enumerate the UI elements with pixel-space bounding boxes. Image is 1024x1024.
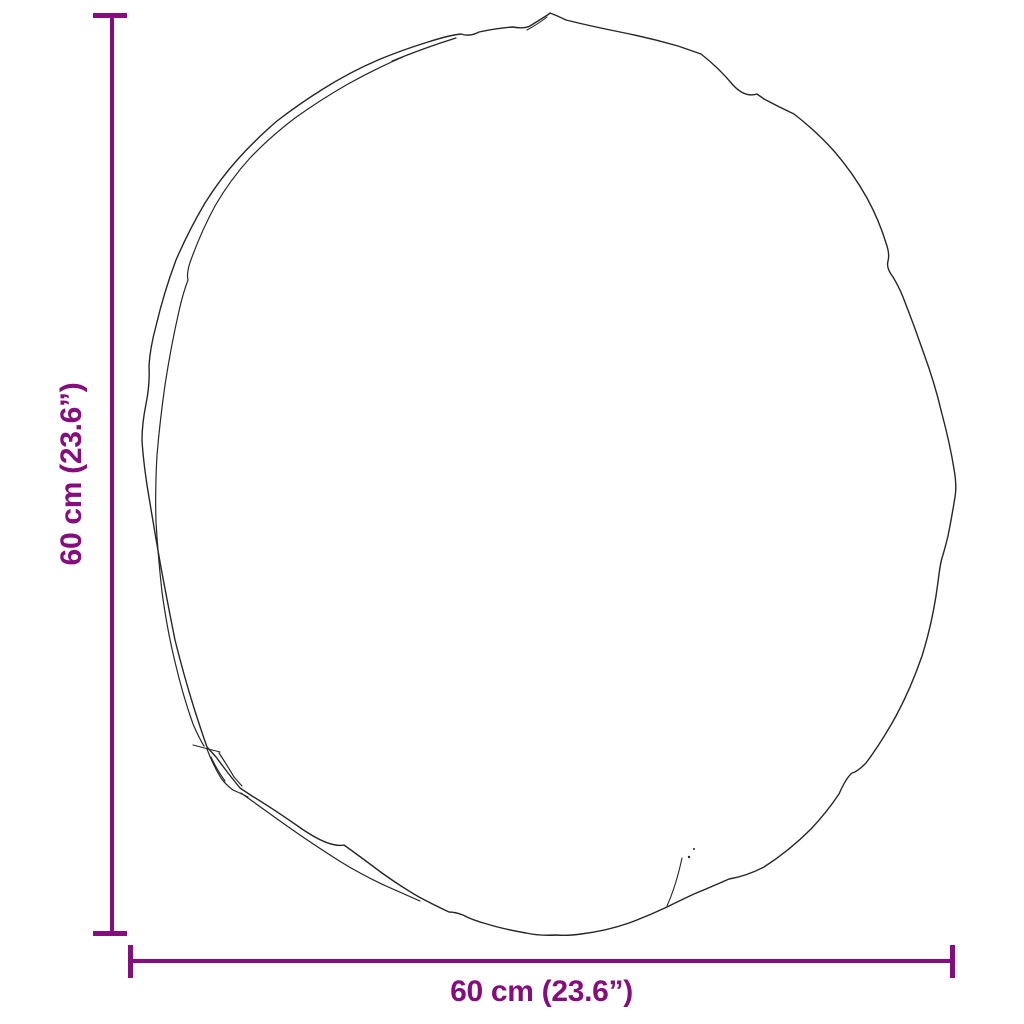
vertical-dimension-line [110, 16, 114, 933]
horizontal-dimension-cap-right [950, 945, 955, 978]
horizontal-dimension-cap-left [128, 945, 133, 978]
horizontal-dimension-line [131, 959, 952, 963]
vertical-dimension-label: 60 cm (23.6”) [55, 382, 88, 566]
vertical-dimension-cap-top [93, 13, 127, 18]
horizontal-dimension-label: 60 cm (23.6”) [450, 975, 633, 1008]
vertical-dimension-cap-bottom [93, 931, 127, 936]
